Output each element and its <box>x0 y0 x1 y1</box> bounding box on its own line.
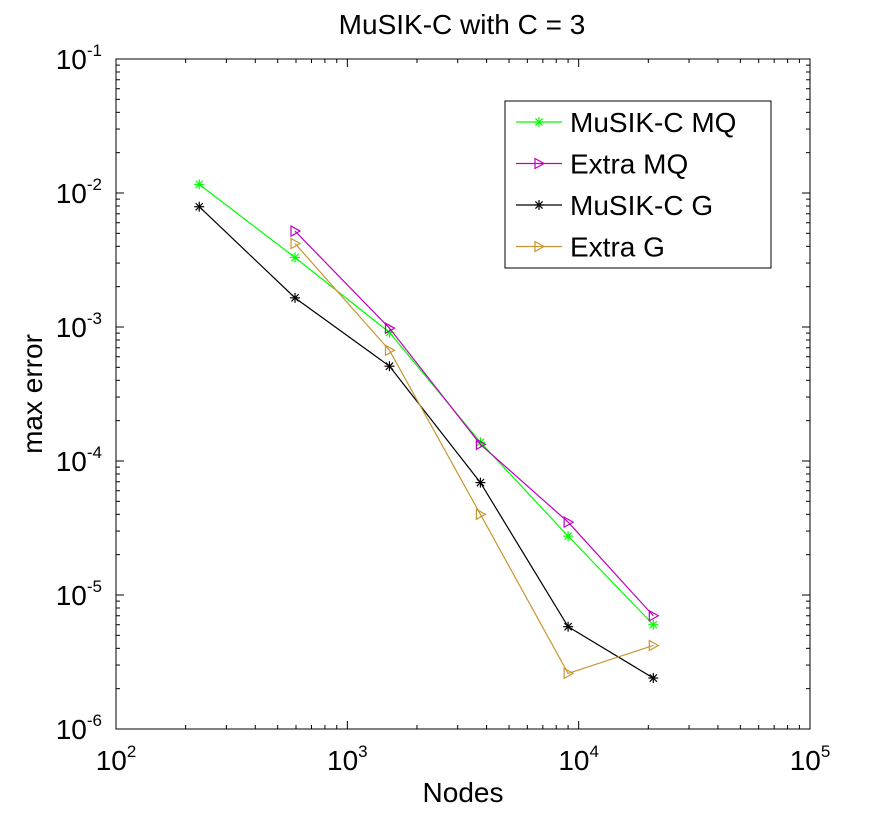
y-tick-labels: 10-6 10-5 10-4 10-3 10-2 10-1 <box>56 41 102 745</box>
series-layer <box>194 179 660 684</box>
data-point <box>384 344 396 357</box>
legend-items: MuSIK-C MQ Extra MQ MuSIK-C G Extra G <box>516 107 736 263</box>
series-line <box>294 243 654 675</box>
data-point <box>563 667 575 680</box>
legend-marker <box>534 157 546 170</box>
series-2 <box>194 201 659 684</box>
series-3 <box>290 237 660 680</box>
legend-marker <box>534 240 546 253</box>
y-tick-label: 10-4 <box>56 443 102 477</box>
x-tick-label: 104 <box>558 742 599 776</box>
legend-marker <box>534 200 544 210</box>
data-point <box>475 477 486 488</box>
data-point <box>563 621 574 632</box>
legend-item: MuSIK-C MQ <box>516 107 736 138</box>
data-point <box>384 322 396 335</box>
legend-item: Extra MQ <box>516 149 688 180</box>
legend-label: Extra MQ <box>570 149 688 180</box>
data-point <box>290 252 301 263</box>
legend-item: Extra G <box>516 232 665 263</box>
data-point <box>384 361 395 372</box>
axis-ticks <box>115 58 811 730</box>
data-point <box>194 201 205 212</box>
y-tick-label: 10-1 <box>56 41 102 75</box>
y-axis-label: max error <box>17 334 48 454</box>
data-point <box>290 292 301 303</box>
data-point <box>194 179 205 190</box>
data-point <box>475 508 487 521</box>
x-tick-labels: 102 103 104 105 <box>96 742 831 776</box>
x-tick-label: 103 <box>327 742 368 776</box>
x-axis-label: Nodes <box>423 777 504 808</box>
x-tick-label: 105 <box>790 742 831 776</box>
y-tick-label: 10-2 <box>56 175 102 209</box>
data-point <box>648 673 659 684</box>
series-line <box>198 183 654 626</box>
data-point <box>648 619 659 630</box>
x-tick-label: 102 <box>96 742 137 776</box>
y-tick-label: 10-3 <box>56 309 102 343</box>
series-line <box>294 230 654 617</box>
y-tick-label: 10-6 <box>56 711 102 745</box>
data-point <box>290 225 302 238</box>
legend-box <box>504 100 772 269</box>
data-point <box>475 438 487 451</box>
chart-title: MuSIK-C with C = 3 <box>339 9 586 40</box>
legend-label: MuSIK-C MQ <box>570 107 736 138</box>
legend-item: MuSIK-C G <box>516 190 713 221</box>
data-point <box>648 609 660 622</box>
legend-label: MuSIK-C G <box>570 190 713 221</box>
series-1 <box>290 225 660 622</box>
data-point <box>563 516 575 529</box>
data-point <box>648 639 660 652</box>
y-tick-label: 10-5 <box>56 577 102 611</box>
legend: MuSIK-C MQ Extra MQ MuSIK-C G Extra G <box>504 100 772 269</box>
legend-label: Extra G <box>570 232 665 263</box>
data-point <box>290 237 302 250</box>
data-point <box>563 531 574 542</box>
legend-marker <box>534 117 544 127</box>
series-line <box>198 206 654 679</box>
